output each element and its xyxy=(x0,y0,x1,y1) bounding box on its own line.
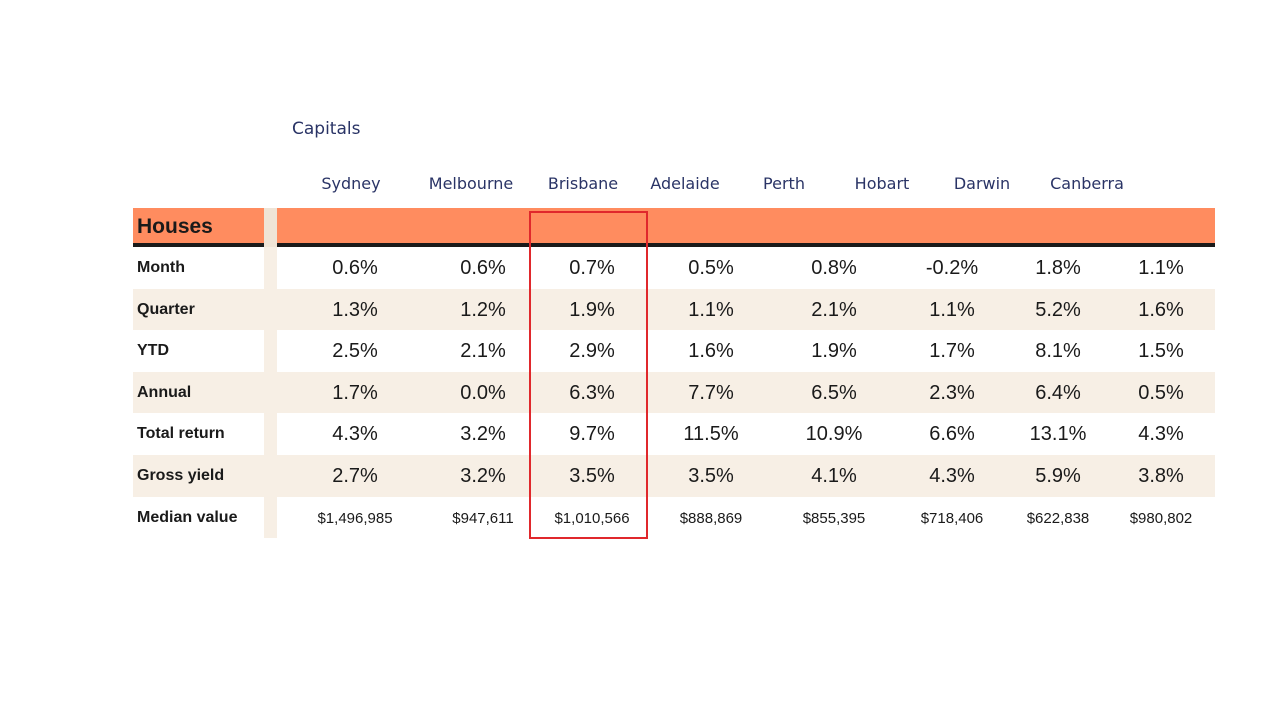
row-label-total-return: Total return xyxy=(137,425,225,443)
highlight-box xyxy=(529,211,648,539)
table-cell: 3.2% xyxy=(460,465,506,487)
table-cell: 6.6% xyxy=(929,423,975,446)
table-cell: 2.1% xyxy=(811,298,857,321)
column-header-melbourne: Melbourne xyxy=(428,174,514,193)
table-cell: 1.8% xyxy=(1035,257,1081,279)
table-cell: 1.3% xyxy=(332,298,378,321)
table-cell: $888,869 xyxy=(679,509,743,527)
table-cell: 6.4% xyxy=(1035,381,1081,404)
table-cell: 9.7% xyxy=(569,423,615,446)
table-cell: 1.5% xyxy=(1138,340,1184,363)
table-cell: 7.7% xyxy=(688,381,734,404)
gap-column-top xyxy=(264,208,277,247)
table-cell: 0.0% xyxy=(460,381,506,404)
section-band-right xyxy=(277,208,1215,243)
row-stripe xyxy=(133,371,264,414)
table-cell: $622,838 xyxy=(1026,509,1090,527)
table-cell: 11.5% xyxy=(683,423,739,446)
row-label-gross-yield: Gross yield xyxy=(137,467,225,484)
column-header-adelaide: Adelaide xyxy=(650,174,720,193)
table-cell: 1.7% xyxy=(929,340,975,363)
table-cell: 6.5% xyxy=(811,381,857,404)
table-cell: 1.2% xyxy=(460,298,506,321)
table-cell: 13.1% xyxy=(1029,423,1087,446)
table-cell: 1.1% xyxy=(688,298,734,321)
row-stripe xyxy=(277,371,1215,414)
table-cell: $1,496,985 xyxy=(317,509,393,527)
section-label: Houses xyxy=(137,215,213,238)
section-divider-right xyxy=(277,243,1215,247)
table-cell: $855,395 xyxy=(802,509,866,527)
table-cell: 3.2% xyxy=(460,423,506,446)
table-cell: $718,406 xyxy=(920,509,984,527)
section-band-left xyxy=(133,208,264,243)
table-cell: 1.6% xyxy=(1138,298,1184,321)
table-cell: 0.6% xyxy=(460,257,506,279)
table-cell: 2.7% xyxy=(332,465,378,487)
table-cell: 0.6% xyxy=(332,257,378,279)
table-cell: 1.6% xyxy=(688,340,734,363)
column-header-canberra: Canberra xyxy=(1050,174,1124,193)
table-cell: 3.8% xyxy=(1138,465,1184,487)
table-cell: 4.3% xyxy=(332,423,378,446)
column-header-sydney: Sydney xyxy=(321,174,381,193)
table-cell: $947,611 xyxy=(452,509,514,527)
table-cell: 2.9% xyxy=(569,340,615,363)
table-cell: 10.9% xyxy=(805,423,863,446)
row-label-quarter: Quarter xyxy=(137,300,195,318)
gap-column xyxy=(264,208,277,538)
row-stripe xyxy=(133,455,264,497)
table-cell: 2.1% xyxy=(460,340,506,363)
table-cell: 8.1% xyxy=(1035,340,1081,363)
row-stripe xyxy=(277,288,1215,331)
table-cell: $980,802 xyxy=(1129,509,1193,527)
row-label-median-value: Median value xyxy=(137,508,238,526)
table-cell: 4.3% xyxy=(929,465,975,487)
table-cell: 3.5% xyxy=(688,465,734,487)
row-stripe xyxy=(277,455,1215,497)
table-cell: 0.7% xyxy=(569,257,615,279)
table-cell: 3.5% xyxy=(569,465,615,487)
column-header-hobart: Hobart xyxy=(854,174,910,193)
row-label-month: Month xyxy=(137,259,185,276)
table-cell: 1.1% xyxy=(1138,257,1184,279)
table-cell: 5.9% xyxy=(1035,465,1081,487)
table-cell: 0.5% xyxy=(1138,381,1184,404)
table-cell: 2.5% xyxy=(332,340,378,363)
section-divider-left xyxy=(133,243,264,247)
table-cell: 4.3% xyxy=(1138,423,1184,446)
table-cell: 4.1% xyxy=(811,465,857,487)
table-cell: 6.3% xyxy=(569,381,615,404)
table-cell: 1.7% xyxy=(332,381,378,404)
table-cell: -0.2% xyxy=(925,257,979,279)
table-cell: $1,010,566 xyxy=(554,509,630,527)
table-cell: 1.9% xyxy=(569,298,615,321)
table-cell: 0.8% xyxy=(811,257,857,279)
row-stripe xyxy=(133,288,264,331)
column-header-darwin: Darwin xyxy=(953,174,1011,193)
column-header-perth: Perth xyxy=(763,174,805,193)
table-cell: 1.9% xyxy=(811,340,857,363)
group-title: Capitals xyxy=(292,119,361,139)
row-label-annual: Annual xyxy=(137,383,192,401)
column-header-brisbane: Brisbane xyxy=(547,174,619,193)
table-cell: 1.1% xyxy=(929,298,975,321)
table-cell: 5.2% xyxy=(1035,298,1081,321)
table-cell: 0.5% xyxy=(688,257,734,279)
row-label-ytd: YTD xyxy=(137,342,169,360)
table-cell: 2.3% xyxy=(929,381,975,404)
